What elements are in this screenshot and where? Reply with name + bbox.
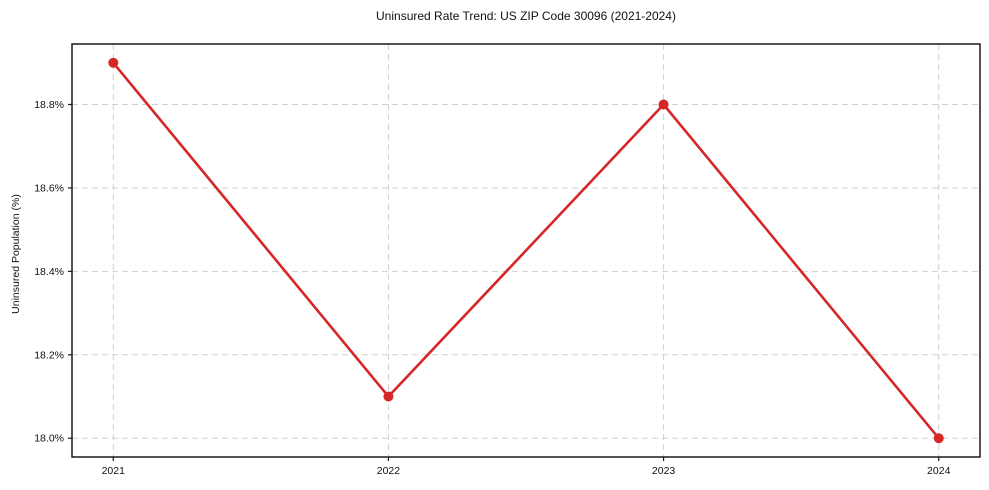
x-tick-label: 2021: [102, 465, 126, 477]
plot-frame: [71, 43, 981, 458]
data-point: [108, 57, 119, 68]
x-tick-label: 2023: [652, 465, 676, 477]
x-tick-label: 2022: [377, 465, 401, 477]
data-point: [933, 433, 944, 444]
y-tick-label: 18.4%: [34, 266, 64, 278]
y-tick-label: 18.8%: [34, 99, 64, 111]
y-tick-label: 18.2%: [34, 349, 64, 361]
y-tick-label: 18.6%: [34, 182, 64, 194]
data-point: [383, 391, 394, 402]
chart-title: Uninsured Rate Trend: US ZIP Code 30096 …: [376, 9, 676, 23]
x-tick-label: 2024: [927, 465, 951, 477]
data-point: [658, 99, 669, 110]
data-line: [111, 61, 941, 440]
y-tick-label: 18.0%: [34, 433, 64, 445]
